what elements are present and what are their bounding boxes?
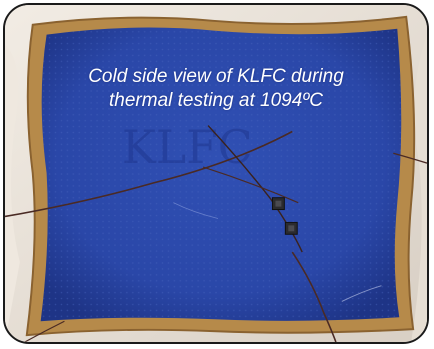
thermocouple-wire: [5, 130, 293, 218]
caption-line-1: Cold side view of KLFC during: [88, 66, 344, 87]
panel-marking: KLFC: [122, 121, 253, 174]
photo-caption: Cold side view of KLFC during thermal te…: [5, 65, 427, 113]
thermal-test-photo: KLFC: [5, 5, 427, 342]
insulation-texture: [5, 5, 20, 342]
photo-frame: KLFC Cold side view of KLFC during therm…: [3, 3, 429, 344]
caption-line-2: thermal testing at 1094ºC: [109, 90, 323, 111]
